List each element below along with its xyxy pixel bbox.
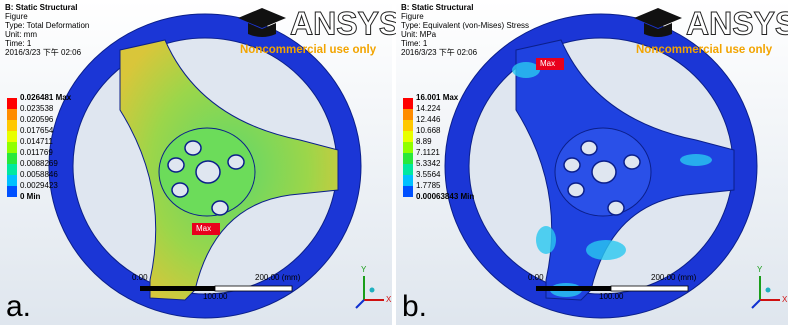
header-line: 2016/3/23 下午 02:06 <box>401 47 478 57</box>
axis-y-label: Y <box>361 265 367 274</box>
header-line: Type: Total Deformation <box>5 21 89 30</box>
axis-x-label: X <box>782 295 788 304</box>
max-label: Max <box>196 224 211 233</box>
bolt-hole <box>564 158 580 172</box>
scale-end: 200.00 (mm) <box>255 273 301 282</box>
legend-swatch <box>403 164 413 175</box>
legend-swatch <box>7 175 17 186</box>
legend-swatch <box>403 131 413 142</box>
stress-spot <box>680 154 712 166</box>
legend-swatch <box>7 142 17 153</box>
legend-label: 0.020596 <box>20 115 54 124</box>
scale-end: 200.00 (mm) <box>651 273 697 282</box>
legend-label: 0.017654 <box>20 126 54 135</box>
axis-origin <box>766 288 771 293</box>
legend-label: 10.668 <box>416 126 441 135</box>
legend-label: 0.0088269 <box>20 159 58 168</box>
header-line: 2016/3/23 下午 02:06 <box>5 47 82 57</box>
header-line: Time: 1 <box>401 39 428 48</box>
legend-label: 1.7785 <box>416 181 441 190</box>
legend-label: 0.0058846 <box>20 170 58 179</box>
bolt-hole <box>228 155 244 169</box>
stress-spot <box>512 62 540 78</box>
legend-label: 3.5564 <box>416 170 441 179</box>
legend-label: 0.011769 <box>20 148 53 157</box>
header-line: Time: 1 <box>5 39 32 48</box>
header-line: B: Static Structural <box>5 3 77 12</box>
legend-label: 7.1121 <box>416 148 440 157</box>
legend-label: 0.023538 <box>20 104 54 113</box>
legend-swatch <box>403 153 413 164</box>
scale-start: 0.00 <box>132 273 148 282</box>
stress-spot <box>536 226 556 254</box>
scale-bar-black <box>140 286 215 291</box>
scale-bar-white <box>611 286 688 291</box>
bolt-hole <box>568 183 584 197</box>
legend-swatch <box>403 109 413 120</box>
legend-swatch <box>7 98 17 109</box>
legend-swatch <box>7 120 17 131</box>
header-line: B: Static Structural <box>401 3 473 12</box>
legend-swatch <box>7 131 17 142</box>
figure: B: Static StructuralFigureType: Total De… <box>0 0 788 325</box>
legend-label: 8.89 <box>416 137 432 146</box>
bolt-hole <box>624 155 640 169</box>
logo-brand: ANSYS <box>290 5 400 41</box>
legend-label: 12.446 <box>416 115 441 124</box>
legend-swatch <box>403 142 413 153</box>
header-line: Unit: mm <box>5 30 37 39</box>
legend-swatch <box>403 98 413 109</box>
legend-label: 0.00063843 Min <box>416 192 474 201</box>
scale-mid: 100.00 <box>203 292 228 301</box>
legend-label: 16.001 Max <box>416 93 459 102</box>
center-bore <box>196 161 220 183</box>
bolt-hole <box>212 201 228 215</box>
legend-swatch <box>403 120 413 131</box>
legend-swatch <box>7 186 17 197</box>
scale-bar-black <box>536 286 611 291</box>
legend-swatch <box>403 175 413 186</box>
panel-label: b. <box>402 290 427 323</box>
axis-x-label: X <box>386 295 392 304</box>
legend-label: 5.3342 <box>416 159 441 168</box>
header-line: Unit: MPa <box>401 30 437 39</box>
header-line: Figure <box>5 12 28 21</box>
scale-bar-white <box>215 286 292 291</box>
legend-label: 0 Min <box>20 192 41 201</box>
bolt-hole <box>172 183 188 197</box>
stress-spot <box>586 240 626 260</box>
legend-swatch <box>7 164 17 175</box>
legend-label: 0.0029423 <box>20 181 58 190</box>
legend-label: 0.014711 <box>20 137 53 146</box>
legend-swatch <box>7 109 17 120</box>
axis-y-label: Y <box>757 265 763 274</box>
header-line: Type: Equivalent (von-Mises) Stress <box>401 21 529 30</box>
header-line: Figure <box>401 12 424 21</box>
bolt-hole <box>581 141 597 155</box>
logo-brand: ANSYS <box>686 5 788 41</box>
logo-notice: Noncommercial use only <box>240 44 377 56</box>
max-label: Max <box>540 59 555 68</box>
axis-origin <box>370 288 375 293</box>
bolt-hole <box>168 158 184 172</box>
bolt-hole <box>608 201 624 215</box>
legend-swatch <box>7 153 17 164</box>
legend-swatch <box>403 186 413 197</box>
scale-start: 0.00 <box>528 273 544 282</box>
legend-label: 14.224 <box>416 104 441 113</box>
panel-label: a. <box>6 290 31 323</box>
legend-label: 0.026481 Max <box>20 93 72 102</box>
scale-mid: 100.00 <box>599 292 624 301</box>
bolt-hole <box>185 141 201 155</box>
center-bore <box>592 161 616 183</box>
logo-notice: Noncommercial use only <box>636 44 773 56</box>
